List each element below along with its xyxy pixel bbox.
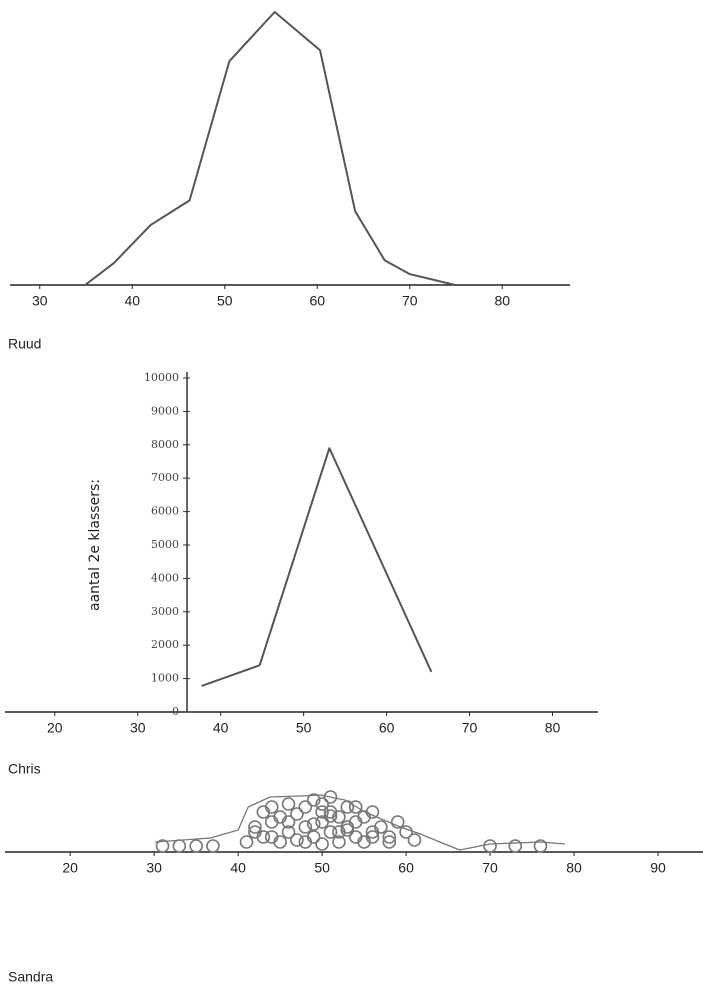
y-tick-label: 4000	[151, 571, 179, 584]
data-line	[84, 11, 456, 286]
x-tick-label: 20	[47, 720, 63, 736]
y-axis-label: aantal 2e klassers:	[87, 479, 103, 611]
data-point	[248, 820, 262, 834]
y-tick-label: 2000	[151, 638, 179, 651]
x-tick-label: 40	[213, 720, 229, 736]
y-tick-label: 9000	[151, 404, 179, 417]
x-tick-label: 40	[230, 860, 246, 876]
data-point	[390, 815, 405, 829]
chart-title: Chris	[8, 761, 41, 777]
x-tick-label: 20	[62, 860, 78, 876]
data-point	[332, 825, 346, 839]
x-tick-label: 30	[130, 720, 146, 736]
x-tick-label: 50	[314, 860, 330, 876]
y-tick-label: 10000	[144, 371, 179, 384]
y-tick-label: 0	[172, 705, 179, 718]
x-tick-label: 40	[124, 293, 140, 309]
data-point	[306, 793, 321, 807]
data-point	[290, 807, 304, 821]
data-point	[340, 823, 355, 837]
data-point	[206, 839, 220, 853]
data-point	[365, 830, 380, 844]
data-point	[264, 800, 279, 814]
data-point	[239, 835, 254, 849]
data-point	[374, 820, 388, 834]
data-point	[315, 805, 329, 819]
x-tick-label: 80	[494, 293, 510, 309]
x-tick-label: 60	[309, 293, 325, 309]
data-point	[332, 810, 346, 824]
y-tick-label: 5000	[151, 538, 179, 551]
data-point	[281, 825, 296, 839]
data-point	[298, 800, 313, 814]
data-line	[154, 794, 565, 851]
data-point	[248, 825, 262, 839]
data-point	[306, 817, 321, 831]
data-point	[155, 839, 170, 853]
x-tick-label: 70	[482, 860, 498, 876]
data-point	[281, 797, 296, 811]
x-tick-label: 50	[296, 720, 312, 736]
data-point	[290, 833, 304, 847]
y-tick-label: 1000	[151, 672, 179, 685]
data-point	[323, 809, 338, 823]
x-tick-label: 30	[146, 860, 162, 876]
data-point	[407, 833, 422, 847]
data-point	[483, 839, 497, 853]
x-tick-label: 30	[32, 293, 48, 309]
chart-title: Sandra	[8, 969, 53, 985]
data-point	[189, 839, 203, 853]
data-point	[315, 797, 329, 811]
data-point	[382, 830, 397, 844]
y-tick-label: 7000	[151, 471, 179, 484]
x-tick-label: 60	[379, 720, 395, 736]
y-tick-label: 6000	[151, 505, 179, 518]
data-point	[348, 800, 363, 814]
y-tick-label: 8000	[151, 438, 179, 451]
x-tick-label: 50	[217, 293, 233, 309]
data-point	[332, 835, 346, 849]
data-point	[264, 830, 279, 844]
data-point	[508, 839, 523, 853]
data-line	[201, 447, 433, 687]
x-tick-label: 60	[398, 860, 414, 876]
y-tick-label: 3000	[151, 605, 179, 618]
data-point	[533, 839, 548, 853]
data-point	[281, 815, 296, 829]
x-tick-label: 80	[566, 860, 582, 876]
data-point	[323, 790, 338, 804]
x-tick-label: 70	[462, 720, 478, 736]
data-point	[399, 825, 413, 839]
data-point	[323, 825, 338, 839]
data-point	[298, 835, 313, 849]
x-tick-label: 70	[402, 293, 418, 309]
chart-title: Ruud	[8, 336, 41, 352]
data-point	[298, 820, 313, 834]
x-tick-label: 80	[545, 720, 561, 736]
data-point	[382, 835, 397, 849]
data-point	[315, 837, 329, 851]
x-tick-label: 90	[650, 860, 666, 876]
